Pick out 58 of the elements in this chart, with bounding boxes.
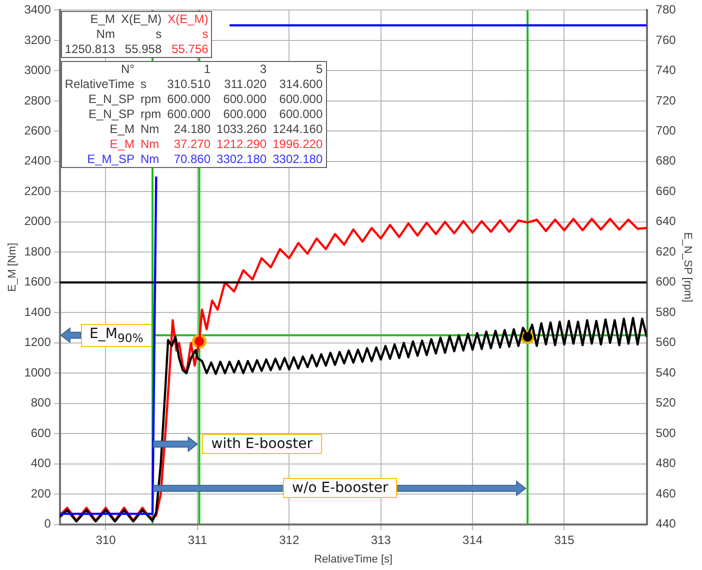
- y-tick-label: 200: [30, 486, 52, 500]
- y2-tick-label: 660: [656, 184, 676, 198]
- y-tick-label: 1800: [24, 244, 52, 258]
- annotation: E_N_SP rpm 600.000 600.000 600.000: [87, 107, 324, 122]
- x-tick-label: 314: [462, 532, 483, 547]
- y-tick-label: 1000: [24, 365, 52, 380]
- y2-tick-label: 460: [656, 486, 676, 500]
- y2-tick-label: 760: [656, 32, 676, 47]
- y2-tick-label: 740: [656, 63, 676, 78]
- y2-tick-label: 720: [656, 93, 676, 108]
- y2-tick-label: 540: [656, 365, 676, 380]
- y-tick-label: 400: [30, 456, 52, 470]
- text: E_M Nm 37.270 1212.290 1996.220: [110, 137, 323, 152]
- y2-tick-label: 780: [656, 2, 676, 17]
- x-axis-title: RelativeTime [s]: [314, 553, 393, 566]
- y2-tick-label: 640: [656, 214, 676, 228]
- y2-tick-label: 480: [656, 456, 676, 470]
- y-tick-label: 2600: [24, 124, 52, 138]
- y2-tick-label: 700: [656, 124, 676, 138]
- text: E_M_SP Nm 70.860 3302.180 3302.180: [87, 152, 323, 166]
- x-tick-label: 315: [554, 532, 575, 547]
- y2-axis-title: E_N_SP [rpm]: [681, 232, 694, 302]
- x-tick-label: 310: [96, 532, 116, 547]
- x-tick-label: 311: [188, 532, 208, 547]
- text: N° 1 3 5: [121, 62, 323, 76]
- y-tick-label: 1400: [24, 304, 52, 319]
- y2-tick-label: 560: [656, 335, 676, 350]
- x-tick-label: 312: [279, 532, 300, 547]
- text: E_M Nm 24.180 1033.260 1244.160: [110, 122, 323, 136]
- text: Nm s s: [96, 27, 208, 42]
- annotation: E_M X(E_M) X(E_M): [89, 12, 210, 28]
- y2-tick-label: 580: [656, 304, 676, 319]
- annotation: 1250.813 55.958 55.756: [64, 42, 210, 58]
- x-tick-label: 313: [370, 532, 392, 547]
- y-tick-label: 800: [30, 396, 52, 410]
- y2-tick-label: 680: [656, 154, 676, 168]
- y-tick-label: 2800: [24, 93, 52, 108]
- y2-tick-label: 620: [656, 244, 676, 258]
- y-tick-label: 3200: [24, 32, 52, 47]
- y2-tick-label: 440: [656, 516, 676, 531]
- y-tick-label: 3000: [24, 63, 52, 78]
- y-tick-label: 2400: [24, 154, 52, 168]
- y-tick-label: 2200: [24, 184, 52, 198]
- ref-line-label: E_M$_{90%}$: [80, 324, 152, 347]
- annotation: E_N_SP rpm 600.000 600.000 600.000: [87, 92, 324, 108]
- y2-tick-label: 500: [656, 426, 676, 440]
- y-axis-title: E_M [Nm]: [6, 242, 19, 292]
- text: RelativeTime s 310.510 311.020 314.600: [64, 77, 323, 92]
- y2-tick-label: 520: [656, 396, 676, 410]
- y2-tick-label: 600: [656, 274, 676, 289]
- annotation: w/o E-booster: [283, 478, 398, 498]
- y-tick-label: 3400: [24, 2, 52, 17]
- y-tick-label: 1600: [24, 274, 52, 289]
- y-tick-label: 2000: [24, 214, 52, 228]
- y-tick-label: 600: [30, 426, 52, 440]
- y-tick-label: 0: [44, 516, 52, 531]
- annotation: with E-booster: [202, 434, 322, 454]
- y-tick-label: 1200: [24, 335, 52, 350]
